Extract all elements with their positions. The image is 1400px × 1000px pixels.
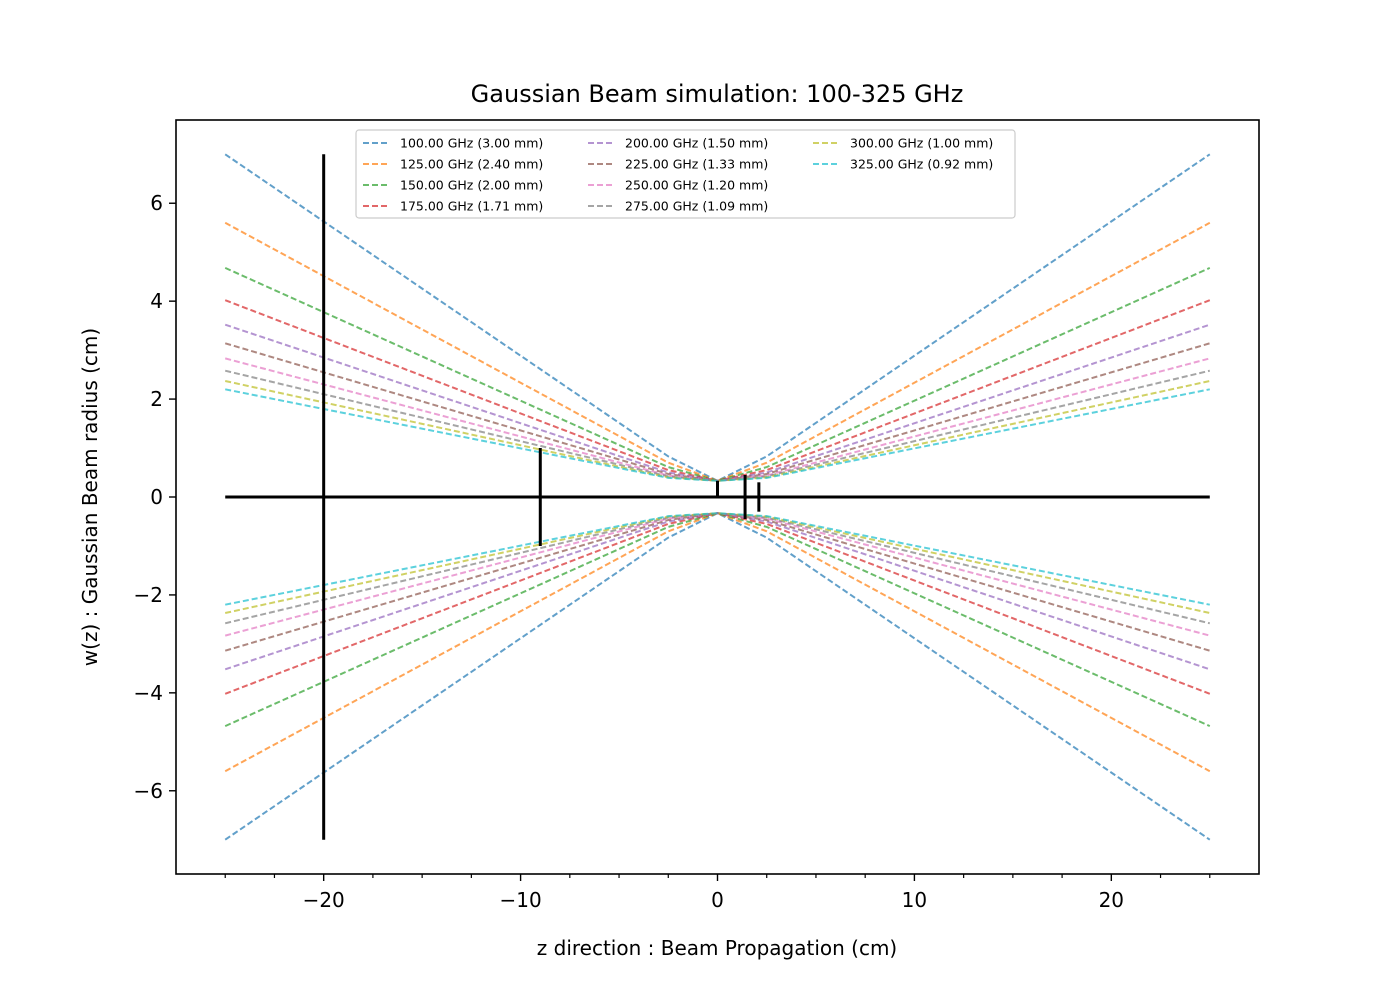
x-tick-label: −20 bbox=[303, 888, 345, 912]
y-tick-label: 6 bbox=[150, 191, 163, 215]
legend-label-6: 225.00 GHz (1.33 mm) bbox=[625, 157, 768, 172]
x-tick-label: −10 bbox=[499, 888, 541, 912]
y-tick-label: −2 bbox=[134, 583, 163, 607]
legend-label-3: 150.00 GHz (2.00 mm) bbox=[400, 178, 543, 193]
legend-label-8: 275.00 GHz (1.09 mm) bbox=[625, 199, 768, 214]
y-tick-label: −6 bbox=[134, 779, 163, 803]
x-tick-label: 0 bbox=[711, 888, 724, 912]
x-tick-label: 10 bbox=[902, 888, 927, 912]
legend-label-9: 300.00 GHz (1.00 mm) bbox=[850, 136, 993, 151]
chart-title: Gaussian Beam simulation: 100-325 GHz bbox=[471, 80, 964, 108]
legend-label-4: 175.00 GHz (1.71 mm) bbox=[400, 199, 543, 214]
y-tick-label: −4 bbox=[134, 681, 163, 705]
legend-label-1: 100.00 GHz (3.00 mm) bbox=[400, 136, 543, 151]
y-tick-label: 0 bbox=[150, 485, 163, 509]
y-tick-label: 2 bbox=[150, 387, 163, 411]
y-tick-label: 4 bbox=[150, 289, 163, 313]
x-tick-label: 20 bbox=[1099, 888, 1124, 912]
legend: 100.00 GHz (3.00 mm) 125.00 GHz (2.40 mm)… bbox=[356, 130, 1015, 218]
legend-label-10: 325.00 GHz (0.92 mm) bbox=[850, 157, 993, 172]
legend-label-7: 250.00 GHz (1.20 mm) bbox=[625, 178, 768, 193]
legend-label-2: 125.00 GHz (2.40 mm) bbox=[400, 157, 543, 172]
legend-label-5: 200.00 GHz (1.50 mm) bbox=[625, 136, 768, 151]
y-axis-label: w(z) : Gaussian Beam radius (cm) bbox=[78, 328, 102, 666]
x-axis-label: z direction : Beam Propagation (cm) bbox=[537, 936, 897, 960]
